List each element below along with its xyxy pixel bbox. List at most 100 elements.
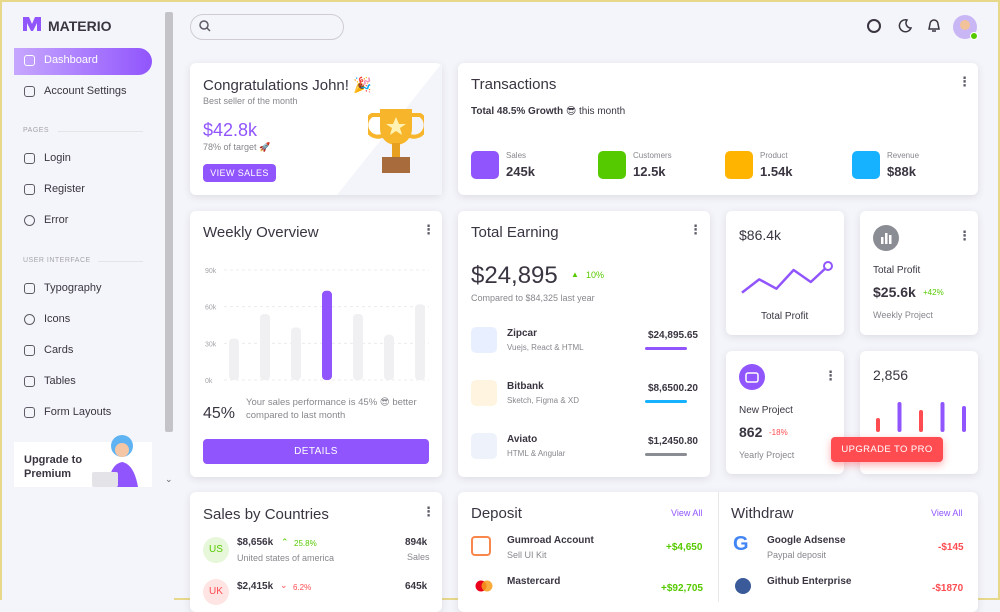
item-progress [645, 400, 687, 403]
card-subtitle: Best seller of the month [203, 96, 298, 106]
nav-icon [24, 183, 35, 195]
card-divider [718, 492, 719, 602]
congrats-target: 78% of target 🚀 [203, 142, 271, 152]
github-icon[interactable] [867, 19, 881, 33]
active-nav-bg[interactable] [14, 48, 152, 75]
stat-icon [852, 151, 880, 179]
earning-change: 10% [586, 270, 605, 280]
stat-label: Product [760, 151, 788, 160]
view-all-link[interactable]: View All [671, 508, 703, 518]
bell-icon[interactable] [927, 18, 941, 33]
nav-icon [24, 375, 35, 387]
nav-item[interactable]: Typography [24, 282, 101, 294]
nav-item[interactable]: Tables [24, 375, 76, 387]
nav-item[interactable]: Account Settings [24, 85, 127, 97]
stat-icon [471, 151, 499, 179]
theme-icon[interactable] [898, 19, 912, 33]
scrollbar[interactable] [165, 12, 173, 432]
country-change: 6.2% [293, 583, 312, 592]
card-menu[interactable]: ⋮ [958, 228, 971, 243]
stat-icon [598, 151, 626, 179]
country-change: 25.8% [294, 539, 317, 548]
item-logo [471, 380, 497, 406]
item-amount: $1,2450.80 [647, 436, 698, 447]
nav-label: Icons [44, 313, 71, 325]
section-title: PAGES [23, 127, 50, 134]
card-menu[interactable]: ⋮ [689, 222, 702, 237]
earning-arrow: ▲ [571, 270, 579, 279]
view-all-link[interactable]: View All [931, 508, 963, 518]
nav-icon [24, 406, 35, 418]
mastercard-logo [475, 580, 493, 592]
nav-item[interactable]: Cards [24, 344, 73, 356]
stat-value: 245k [506, 164, 535, 179]
stat-label: Sales [506, 151, 527, 160]
nav-label: Login [44, 152, 71, 164]
upgrade-text[interactable]: Upgrade to Premium [24, 454, 83, 480]
nav-item[interactable]: Icons [24, 313, 70, 325]
item-amount: $8,6500.20 [647, 383, 698, 394]
row-amount: +$4,650 [666, 542, 703, 553]
row-amount: +$92,705 [661, 583, 703, 594]
section-title: USER INTERFACE [23, 257, 91, 264]
item-progress [645, 453, 687, 456]
section-rule [98, 261, 143, 262]
card-title: Weekly Overview [203, 224, 319, 241]
weekly-card [190, 211, 442, 477]
upgrade-pro-button[interactable]: UPGRADE TO PRO [831, 437, 943, 462]
card-menu[interactable]: ⋮ [422, 222, 435, 237]
country-sales-label: Sales [407, 552, 430, 562]
card-menu[interactable]: ⋮ [824, 368, 837, 383]
brand-logo [23, 17, 41, 31]
row-amount: -$1870 [932, 583, 964, 594]
weekly-percent: 45% [203, 405, 236, 422]
row-name: Github Enterprise [767, 576, 852, 587]
card-menu[interactable]: ⋮ [958, 74, 971, 89]
nav-item[interactable]: Login [24, 152, 71, 164]
item-sub: HTML & Angular [507, 449, 566, 458]
row-sub: Sell UI Kit [507, 550, 547, 560]
nav-icon [24, 152, 35, 164]
card-title: Withdraw [731, 505, 794, 522]
upgrade-illustration [92, 435, 138, 487]
card-menu[interactable]: ⋮ [422, 504, 435, 519]
country-amount: $8,656k [237, 537, 274, 548]
google-logo: G [733, 533, 749, 555]
item-logo [471, 327, 497, 353]
nav-label: Cards [44, 344, 74, 356]
profit-amount: $86.4k [739, 227, 782, 243]
nav-label: Form Layouts [44, 406, 112, 418]
nav-icon [24, 313, 35, 325]
search-box[interactable] [190, 14, 344, 40]
nav-label: Error [44, 214, 69, 226]
nav-item[interactable]: Form Layouts [24, 406, 111, 418]
card-title: Total Earning [471, 224, 559, 241]
item-sub: Vuejs, React & HTML [507, 343, 584, 352]
nav-item[interactable]: Error [24, 214, 68, 226]
row-sub: Paypal deposit [767, 550, 827, 560]
stat-amount: 862 [739, 424, 763, 440]
stat-amount: $25.6k [873, 284, 916, 300]
card-title: Deposit [471, 505, 522, 522]
view-sales-button[interactable]: VIEW SALES [203, 164, 276, 182]
country-badge: UK [203, 579, 229, 605]
nav-label: Account Settings [44, 85, 127, 97]
avatar[interactable] [952, 14, 980, 42]
growth-text: Total 48.5% Growth 😎 [471, 106, 577, 117]
change-arrow: ⌄ [280, 580, 288, 590]
earning-amount: $24,895 [471, 262, 558, 289]
scroll-arrow[interactable]: ⌄ [165, 474, 173, 484]
profit-icon [873, 225, 899, 251]
nav-label: Typography [44, 282, 102, 294]
project-icon [739, 364, 765, 390]
stat-period: Weekly Project [873, 310, 933, 320]
nav-icon [24, 85, 35, 97]
nav-item[interactable]: Dashboard [24, 54, 98, 66]
stat-value: $88k [887, 164, 916, 179]
item-name: Zipcar [507, 328, 538, 339]
nav-item[interactable]: Register [24, 183, 85, 195]
stat-change: -18% [769, 428, 788, 437]
item-name: Aviato [507, 434, 538, 445]
details-button[interactable]: DETAILS [203, 439, 429, 464]
nav-label: Register [44, 183, 85, 195]
